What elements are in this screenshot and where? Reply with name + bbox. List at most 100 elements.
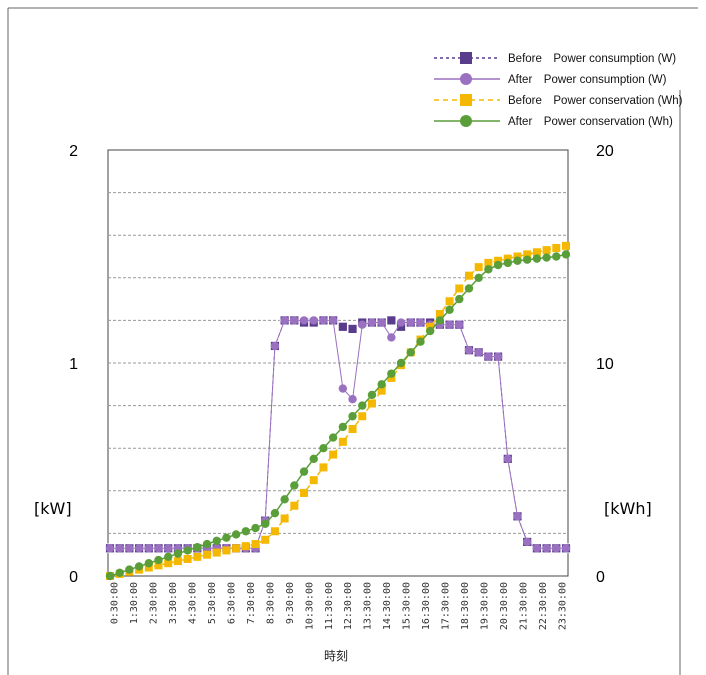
data-point <box>493 352 503 361</box>
data-point <box>367 399 376 408</box>
data-point <box>309 476 318 485</box>
data-point <box>474 273 483 282</box>
data-point <box>416 318 425 327</box>
data-point <box>455 284 464 293</box>
data-point <box>261 535 270 544</box>
data-point <box>338 437 347 446</box>
data-point <box>144 563 153 572</box>
data-point <box>522 537 532 547</box>
x-tick-label: 9:30:00 <box>285 582 296 624</box>
data-point <box>484 265 493 274</box>
legend-label: After Power conservation (Wh) <box>508 116 673 128</box>
data-point <box>377 386 386 395</box>
data-point <box>387 369 396 378</box>
data-point <box>474 348 483 357</box>
data-point <box>562 241 570 250</box>
data-point <box>270 527 279 536</box>
data-point <box>386 315 397 326</box>
data-point <box>396 318 406 327</box>
data-point <box>328 316 338 325</box>
data-point <box>232 544 241 553</box>
data-point <box>338 384 348 393</box>
data-point <box>154 555 163 565</box>
data-point <box>319 444 328 453</box>
data-point <box>435 310 444 319</box>
data-point <box>115 568 124 578</box>
x-tick-label: 2:30:00 <box>148 582 159 624</box>
data-point <box>406 318 415 327</box>
data-point <box>387 333 396 342</box>
data-point <box>280 514 289 523</box>
legend-label: Before Power consumption (W) <box>508 53 676 65</box>
series-layer <box>105 241 571 581</box>
data-point <box>445 320 454 329</box>
data-point <box>358 320 367 329</box>
data-point <box>134 562 144 571</box>
data-point <box>115 544 124 553</box>
x-tick-label: 5:30:00 <box>207 582 218 624</box>
data-point <box>309 316 318 325</box>
y-right-tick-label: 0 <box>596 569 605 586</box>
x-tick-label: 4:30:00 <box>187 582 198 624</box>
data-point <box>261 519 270 529</box>
data-point <box>542 246 551 255</box>
data-point <box>329 450 338 459</box>
y-axis-right-unit: [kWh] <box>604 499 652 518</box>
data-point <box>222 533 231 542</box>
data-point <box>144 544 154 553</box>
data-point <box>144 559 154 568</box>
data-point <box>523 250 532 259</box>
legend-label: After Power consumption (W) <box>508 74 667 86</box>
x-tick-label: 17:30:00 <box>441 582 452 630</box>
data-point <box>561 544 571 553</box>
data-point <box>193 552 202 561</box>
data-point <box>125 544 134 553</box>
x-axis: 0:30:00 1:30:00 2:30:00 3:30:00 4:30:00 5:30:… <box>110 582 569 630</box>
data-point <box>513 252 522 261</box>
data-point <box>503 254 512 263</box>
data-point <box>338 422 348 432</box>
data-point <box>494 256 503 265</box>
legend-marker <box>460 73 472 85</box>
data-point <box>222 546 231 555</box>
data-point <box>280 495 289 504</box>
data-point <box>493 260 503 270</box>
data-point <box>348 395 357 404</box>
y-left-tick-label: 1 <box>69 356 78 373</box>
series-group <box>105 250 571 581</box>
data-point <box>337 321 348 332</box>
data-point <box>464 284 474 293</box>
legend: Before Power consumption (W) After Power … <box>434 52 683 128</box>
data-point <box>445 305 454 314</box>
data-point <box>203 550 212 559</box>
data-point <box>347 324 358 334</box>
data-point <box>290 501 299 510</box>
data-point <box>552 544 561 553</box>
data-point <box>125 565 134 574</box>
data-point <box>387 373 396 382</box>
data-point <box>532 248 541 257</box>
data-point <box>134 544 144 553</box>
x-tick-label: 14:30:00 <box>382 582 393 630</box>
data-point <box>396 358 406 368</box>
x-tick-label: 3:30:00 <box>168 582 179 624</box>
data-point <box>532 544 542 553</box>
data-point <box>290 316 299 325</box>
data-point <box>309 454 318 464</box>
data-point <box>193 543 202 552</box>
data-point <box>319 316 328 325</box>
data-point <box>212 548 221 557</box>
data-point <box>231 530 241 539</box>
data-point <box>513 256 522 265</box>
legend-label: Before Power conservation (Wh) <box>508 95 683 107</box>
data-point <box>164 552 173 562</box>
data-point <box>202 539 212 549</box>
x-tick-label: 22:30:00 <box>538 582 549 630</box>
x-tick-label: 21:30:00 <box>519 582 530 630</box>
data-point <box>513 512 522 521</box>
x-tick-label: 11:30:00 <box>324 582 335 630</box>
data-point <box>503 454 512 464</box>
data-point <box>299 467 309 476</box>
data-point <box>173 557 182 566</box>
